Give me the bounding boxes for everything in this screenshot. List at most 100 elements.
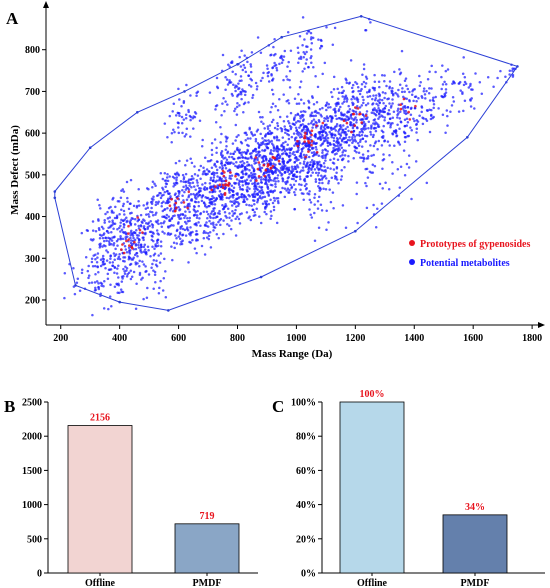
metabolite-point <box>237 183 241 187</box>
metabolite-point <box>331 43 335 46</box>
metabolite-point <box>295 129 298 133</box>
metabolite-point <box>269 148 273 152</box>
metabolite-point <box>196 195 200 198</box>
metabolite-point <box>197 187 201 190</box>
metabolite-point <box>404 112 408 116</box>
metabolite-point <box>430 64 433 68</box>
metabolite-point <box>243 101 247 105</box>
metabolite-point <box>298 175 302 178</box>
metabolite-point <box>298 162 302 165</box>
metabolite-point <box>153 252 157 255</box>
metabolite-point <box>388 87 391 90</box>
metabolite-point <box>254 140 258 143</box>
metabolite-point <box>254 81 258 85</box>
metabolite-point <box>113 216 117 220</box>
metabolite-point <box>117 255 121 259</box>
metabolite-point <box>105 259 109 262</box>
metabolite-point <box>352 89 355 93</box>
metabolite-point <box>209 222 213 225</box>
metabolite-point <box>391 160 394 164</box>
metabolite-point <box>172 128 175 131</box>
metabolite-point <box>137 218 140 221</box>
metabolite-point <box>235 105 239 109</box>
metabolite-point <box>198 119 202 123</box>
metabolite-point <box>409 126 412 129</box>
metabolite-point <box>273 189 277 192</box>
metabolite-point <box>94 258 97 261</box>
metabolite-point <box>139 213 143 217</box>
metabolite-point <box>163 190 167 194</box>
metabolite-point <box>173 246 176 250</box>
metabolite-point <box>305 125 308 128</box>
metabolite-point <box>125 216 128 219</box>
metabolite-point <box>119 288 123 291</box>
metabolite-point <box>249 137 252 140</box>
metabolite-point <box>188 202 191 206</box>
metabolite-point <box>166 189 169 193</box>
metabolite-point <box>169 232 173 236</box>
metabolite-point <box>353 149 357 153</box>
metabolite-point <box>285 75 288 78</box>
metabolite-point <box>289 49 293 53</box>
metabolite-point <box>349 59 353 62</box>
metabolite-point <box>249 63 252 66</box>
metabolite-point <box>417 97 420 100</box>
metabolite-point <box>374 225 378 229</box>
metabolite-point <box>444 91 448 94</box>
metabolite-point <box>120 290 123 294</box>
metabolite-point <box>213 203 217 206</box>
metabolite-point <box>463 76 467 79</box>
metabolite-point <box>287 191 291 194</box>
metabolite-point <box>245 211 249 214</box>
metabolite-point <box>225 216 228 219</box>
metabolite-point <box>218 166 222 169</box>
metabolite-point <box>215 168 219 172</box>
metabolite-point <box>362 157 366 161</box>
metabolite-point <box>286 78 289 81</box>
metabolite-point <box>87 276 90 280</box>
metabolite-point <box>221 154 224 157</box>
metabolite-point <box>341 204 345 207</box>
metabolite-point <box>511 75 515 78</box>
metabolite-point <box>285 189 288 192</box>
metabolite-point <box>294 121 298 124</box>
metabolite-point <box>345 79 348 82</box>
metabolite-point <box>129 262 133 266</box>
metabolite-point <box>209 246 213 249</box>
metabolite-point <box>181 189 184 192</box>
prototype-point <box>354 106 357 109</box>
metabolite-point <box>228 174 232 178</box>
metabolite-point <box>277 153 280 156</box>
metabolite-point <box>383 139 386 143</box>
bar-category-label: PMDF <box>193 578 222 588</box>
metabolite-point <box>332 87 336 91</box>
metabolite-point <box>270 105 273 109</box>
metabolite-point <box>75 281 79 285</box>
metabolite-point <box>192 127 195 130</box>
metabolite-point <box>356 126 359 130</box>
metabolite-point <box>218 212 221 215</box>
metabolite-point <box>224 167 228 170</box>
metabolite-point <box>480 92 484 95</box>
x-tick-label: 1000 <box>286 333 306 344</box>
metabolite-point <box>95 280 99 283</box>
metabolite-point <box>288 158 291 161</box>
metabolite-point <box>347 117 350 121</box>
metabolite-point <box>259 178 263 181</box>
metabolite-point <box>192 192 195 196</box>
metabolite-point <box>219 162 223 165</box>
metabolite-point <box>214 180 217 184</box>
prototype-point <box>218 183 222 187</box>
metabolite-point <box>376 147 379 151</box>
metabolite-point <box>326 106 330 109</box>
metabolite-point <box>255 88 259 91</box>
metabolite-point <box>257 152 260 155</box>
metabolite-point <box>170 245 173 248</box>
metabolite-point <box>91 229 95 232</box>
prototype-point <box>176 197 179 200</box>
metabolite-point <box>128 252 132 255</box>
metabolite-point <box>492 85 495 89</box>
hull-outline <box>54 15 519 311</box>
metabolite-point <box>203 253 207 256</box>
metabolite-point <box>142 226 146 230</box>
